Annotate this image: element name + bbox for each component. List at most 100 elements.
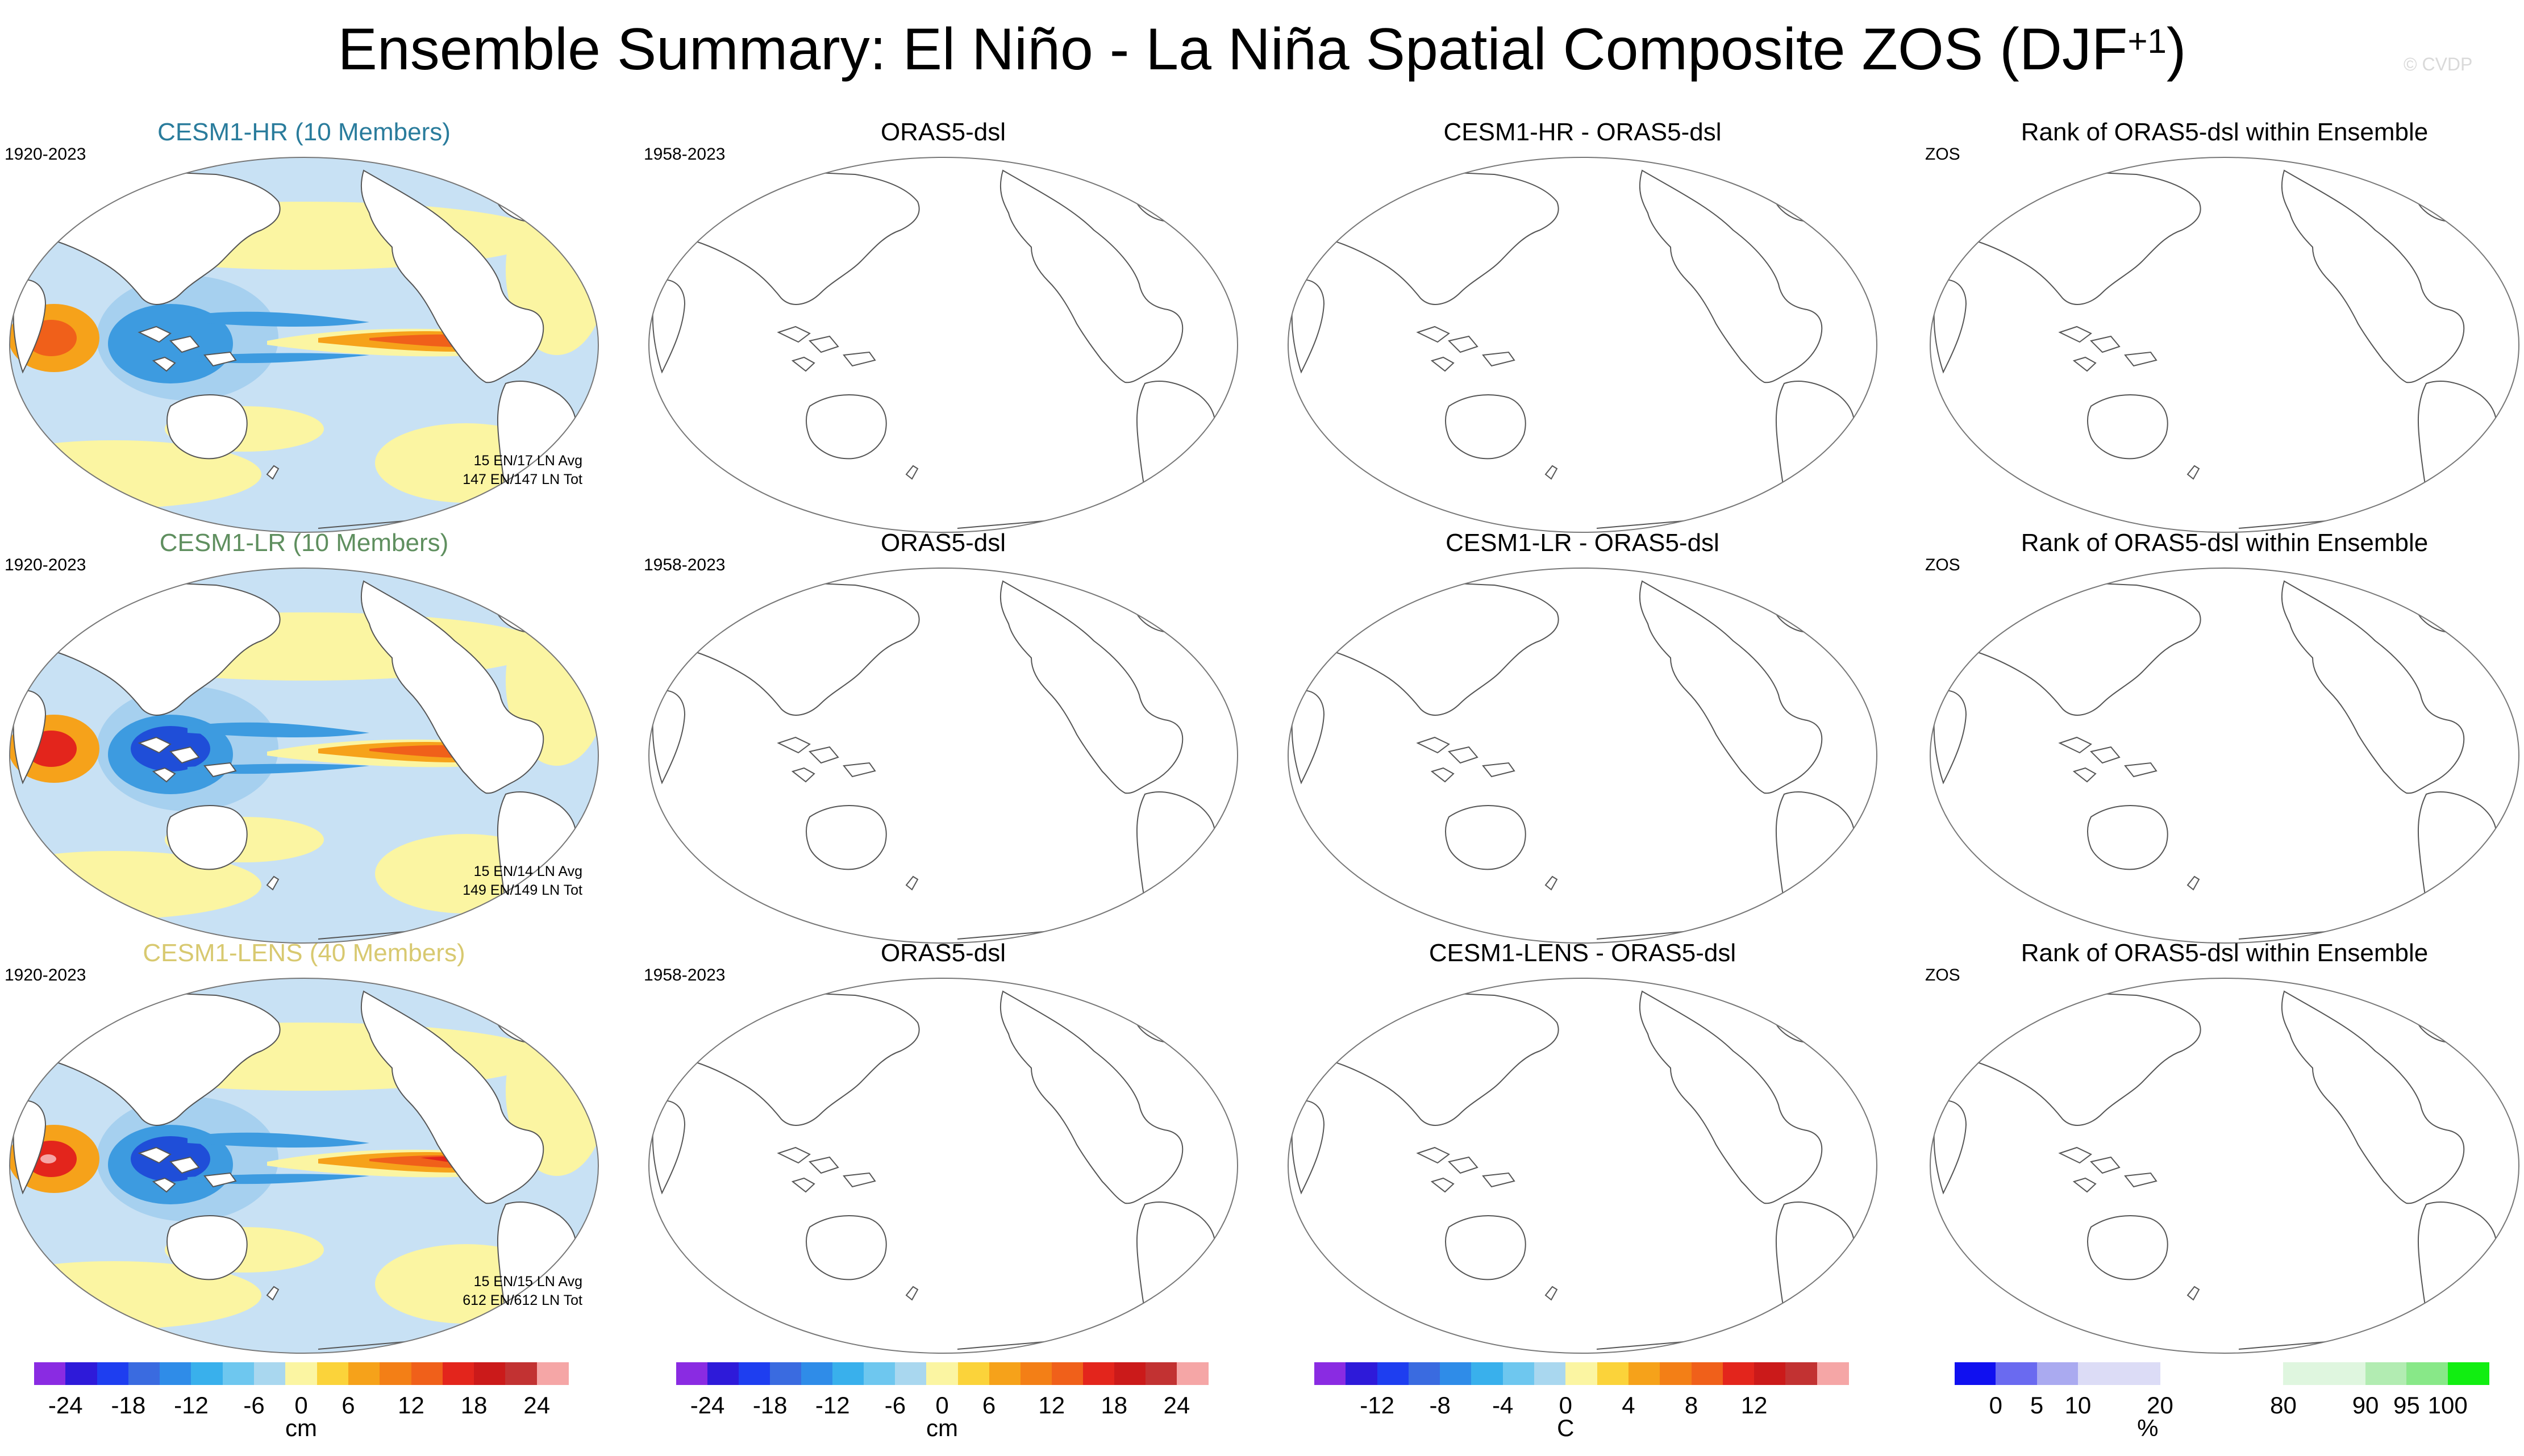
- coastlines: [1291, 169, 1855, 529]
- globe-outline: [1288, 568, 1877, 944]
- avg-count: 15 EN/14 LN Avg: [473, 863, 582, 879]
- colorbar-swatch: [1660, 1362, 1692, 1385]
- colorbar-tick-label: -6: [884, 1392, 906, 1419]
- colorbar-swatch: [442, 1362, 474, 1385]
- globe-outline: [1930, 157, 2519, 533]
- colorbar-swatch: [1754, 1362, 1786, 1385]
- colorbar-swatch: [160, 1362, 192, 1385]
- globe-outline: [1930, 978, 2519, 1354]
- rank-map: [1930, 978, 2519, 1354]
- colorbar-swatch: [380, 1362, 412, 1385]
- colorbar-swatch: [1785, 1362, 1818, 1385]
- model-map: [9, 157, 599, 533]
- colorbar-tick-label: 10: [2064, 1392, 2092, 1419]
- event-counts: 15 EN/14 LN Avg 149 EN/149 LN Tot: [463, 862, 582, 900]
- obs-panel-title: ORAS5-dsl: [880, 529, 1006, 557]
- colorbar-swatch: [285, 1362, 318, 1385]
- colorbar-swatch: [1440, 1362, 1472, 1385]
- colorbar-tick-label: 24: [1163, 1392, 1190, 1419]
- coastlines: [1933, 990, 2497, 1350]
- colorbar-swatch: [2447, 1362, 2489, 1385]
- colorbar-swatch: [832, 1362, 864, 1385]
- colorbar-swatch: [254, 1362, 286, 1385]
- colorbar-swatch: [2324, 1362, 2366, 1385]
- colorbar-swatch: [222, 1362, 255, 1385]
- model-period-label: 1920-2023: [5, 966, 86, 984]
- title-text: Ensemble Summary: El Niño - La Niña Spat…: [338, 16, 2128, 82]
- panel-rank-row-3: Rank of ORAS5-dsl within Ensemble ZOS: [1921, 937, 2524, 1354]
- colorbar-tick-label: 0: [294, 1392, 308, 1419]
- colorbar-swatch: [1691, 1362, 1723, 1385]
- figure-title: Ensemble Summary: El Niño - La Niña Spat…: [0, 12, 2524, 86]
- colorbar-tick-label: 0: [935, 1392, 949, 1419]
- colorbar-swatch: [739, 1362, 770, 1385]
- colorbar-tick-label: -18: [752, 1392, 788, 1419]
- rank-panel-title: Rank of ORAS5-dsl within Ensemble: [2021, 118, 2429, 146]
- colorbar-swatch: [1145, 1362, 1177, 1385]
- obs-map: [648, 568, 1238, 944]
- colorbar-swatch: [1082, 1362, 1115, 1385]
- colorbar-tick-label: 0: [1989, 1392, 2002, 1419]
- model-panel-title: CESM1-LR (10 Members): [159, 529, 449, 557]
- colorbar-tick-label: 12: [1740, 1392, 1768, 1419]
- colorbar-swatch: [989, 1362, 1021, 1385]
- colorbar-swatch: [926, 1362, 959, 1385]
- colorbar-swatch: [2242, 1362, 2284, 1385]
- rank-period-label: ZOS: [1925, 556, 1960, 574]
- model-panel-title: CESM1-LENS (40 Members): [143, 939, 465, 967]
- colorbar-swatch: [1114, 1362, 1146, 1385]
- colorbar-unit: cm: [926, 1415, 958, 1441]
- total-count: 612 EN/612 LN Tot: [463, 1292, 582, 1308]
- cvdp-credit: © CVDP: [2404, 54, 2473, 74]
- colorbar-swatch: [1408, 1362, 1440, 1385]
- colorbar-swatch: [2201, 1362, 2243, 1385]
- coastlines: [652, 169, 1216, 529]
- colorbar-swatch: [411, 1362, 443, 1385]
- colorbar-unit: %: [2137, 1415, 2159, 1441]
- colorbar-tick-label: 6: [982, 1392, 996, 1419]
- colorbar-swatch: [1176, 1362, 1209, 1385]
- obs-panel-title: ORAS5-dsl: [880, 118, 1006, 146]
- globe-outline: [9, 157, 599, 533]
- colorbar-swatch: [97, 1362, 129, 1385]
- globe-outline: [648, 157, 1238, 533]
- panel-diff-row-1: CESM1-HR - ORAS5-dsl: [1278, 116, 1921, 533]
- colorbar-tick-label: -24: [48, 1392, 83, 1419]
- colorbar-swatch: [65, 1362, 98, 1385]
- globe-outline: [9, 568, 599, 944]
- colorbar-swatch: [1996, 1362, 2038, 1385]
- colorbar-swatch: [1346, 1362, 1378, 1385]
- colorbar-tick-label: -24: [690, 1392, 725, 1419]
- colorbar-swatch: [895, 1362, 927, 1385]
- panel-rank-row-1: Rank of ORAS5-dsl within Ensemble ZOS: [1921, 116, 2524, 533]
- event-counts: 15 EN/15 LN Avg 612 EN/612 LN Tot: [463, 1273, 582, 1310]
- globe-outline: [1288, 978, 1877, 1354]
- coastlines: [652, 579, 1216, 940]
- model-map: [9, 568, 599, 944]
- colorbar-tick-label: -12: [174, 1392, 209, 1419]
- obs-panel-title: ORAS5-dsl: [880, 939, 1006, 967]
- diff-panel-title: CESM1-LR - ORAS5-dsl: [1446, 529, 1719, 557]
- total-count: 149 EN/149 LN Tot: [463, 882, 582, 898]
- colorbar-swatch: [2406, 1362, 2448, 1385]
- colorbar-swatch: [1377, 1362, 1409, 1385]
- colorbar-swatch: [676, 1362, 708, 1385]
- colorbar-swatch: [1502, 1362, 1535, 1385]
- coastlines: [1933, 579, 2497, 940]
- globe-outline: [648, 978, 1238, 1354]
- panel-obs-row-3: ORAS5-dsl 1958-2023: [639, 937, 1281, 1354]
- colorbar-unit: C: [1557, 1415, 1575, 1441]
- colorbar-swatch: [1597, 1362, 1629, 1385]
- colorbar-tick-label: -18: [111, 1392, 146, 1419]
- coastlines: [652, 990, 1216, 1350]
- colorbar-tick-label: 0: [1559, 1392, 1573, 1419]
- colorbar-swatch: [1471, 1362, 1503, 1385]
- colorbar-swatch: [2365, 1362, 2407, 1385]
- colorbar-swatch: [128, 1362, 160, 1385]
- colorbar-swatch: [1314, 1362, 1346, 1385]
- panel-model-row-3: CESM1-LENS (40 Members) 1920-2023 15 EN/15…: [0, 937, 642, 1354]
- colorbar-tick-label: 18: [1101, 1392, 1128, 1419]
- model-panel-title: CESM1-HR (10 Members): [157, 118, 451, 146]
- colorbar-tick-label: -12: [1360, 1392, 1394, 1419]
- colorbar-swatch: [957, 1362, 990, 1385]
